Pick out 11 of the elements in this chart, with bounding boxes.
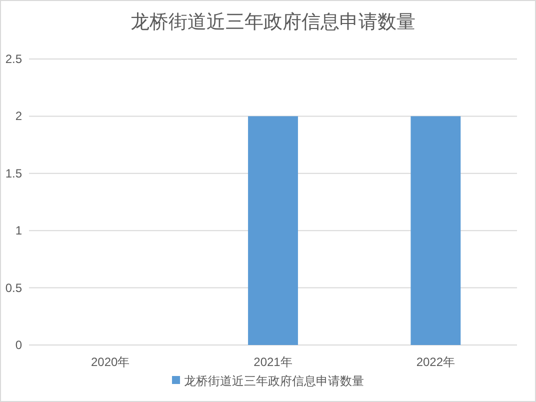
y-tick-label: 1.5 [5, 166, 22, 180]
y-tick-label: 0 [15, 338, 22, 352]
chart-title: 龙桥街道近三年政府信息申请数量 [130, 11, 416, 33]
y-tick-label: 0.5 [5, 280, 22, 295]
x-tick-label: 2021年 [254, 355, 292, 369]
y-tick-label: 1 [15, 224, 22, 238]
y-tick-label: 2.5 [5, 52, 22, 66]
x-tick-label: 2020年 [90, 355, 130, 369]
y-tick-label: 2 [15, 109, 22, 124]
legend: 龙桥街道近三年政府信息申请数量 [172, 374, 364, 388]
x-tick-label: 2022年 [416, 355, 456, 369]
